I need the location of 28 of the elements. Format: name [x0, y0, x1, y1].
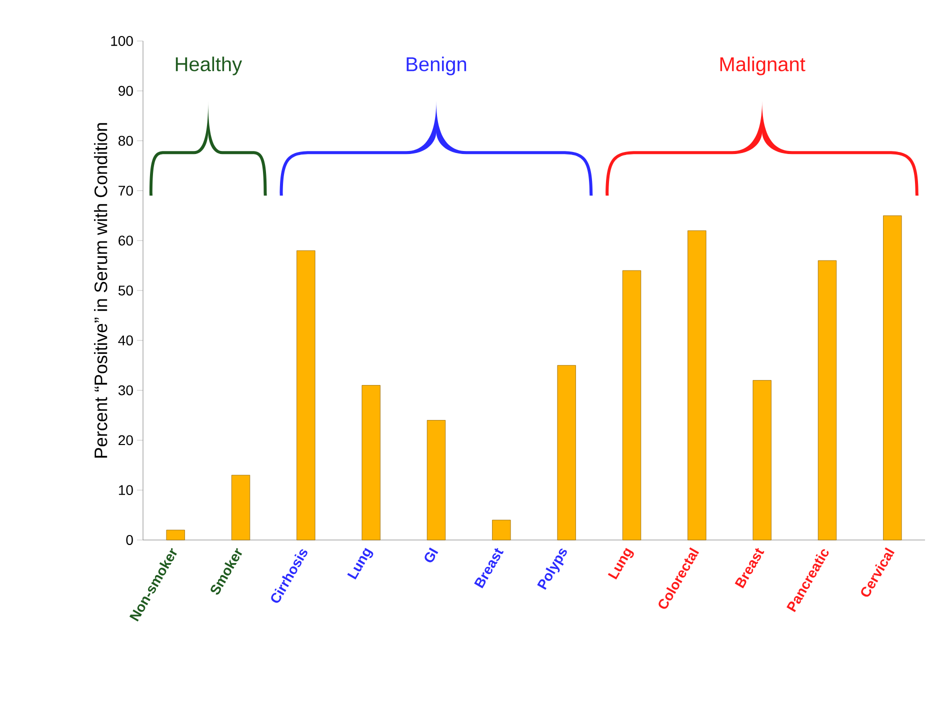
bar [557, 365, 576, 540]
annotation: Malignant [720, 56, 806, 76]
y-axis-title: Percent “Positive” in Serum with Condition [94, 123, 108, 458]
y-tick-label: 0 [126, 535, 133, 545]
bar [296, 250, 316, 540]
y-tick-label: 20 [118, 435, 133, 446]
y-tick-label: 100 [111, 36, 133, 46]
y-tick-label: 70 [118, 186, 133, 196]
bar [166, 530, 185, 540]
bar [231, 474, 250, 540]
y-tick-label: 40 [118, 335, 133, 346]
y-tick-label: 80 [118, 136, 133, 146]
bar [492, 520, 511, 540]
x-tick-label: GI [424, 547, 438, 562]
y-tick-label: 50 [118, 286, 133, 296]
annotation: Healthy [176, 56, 242, 76]
bar [752, 380, 772, 540]
y-tick-label: 30 [118, 385, 133, 396]
bar [818, 260, 837, 540]
bar [688, 230, 706, 540]
bar [426, 420, 446, 540]
annotation: Benign [406, 56, 466, 76]
bar [883, 215, 902, 540]
y-tick-label: 10 [118, 485, 133, 496]
bar [362, 385, 380, 540]
bar [622, 270, 642, 540]
y-tick-label: 60 [118, 236, 133, 246]
y-tick-label: 90 [118, 86, 133, 96]
